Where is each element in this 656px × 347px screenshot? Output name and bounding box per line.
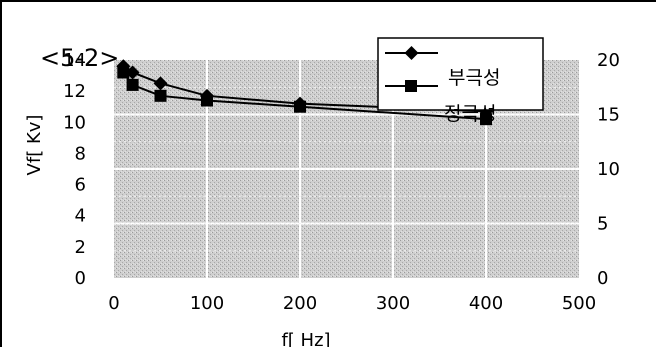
y-tick-label: 12 [63,81,86,102]
data-point-series-1 [153,76,168,91]
x-tick-label: 0 [108,293,119,314]
data-point-series-2 [126,78,139,91]
legend: 부극성 정극성 [377,37,544,125]
legend-label-series-1: 부극성 [448,67,500,89]
y2-tick-label: 0 [597,268,608,289]
grid [114,60,579,278]
x-tick-label: 400 [469,293,503,314]
chart-title: <5-2> [40,44,119,72]
data-point-series-2 [480,113,492,126]
legend-box [377,37,544,111]
y-tick-label: 8 [75,143,86,164]
data-point-series-2 [154,89,167,102]
y-axis-label: Vf[ Kv] [24,115,45,176]
x-axis-label: f[ Hz] [281,330,330,347]
data-point-series-2 [117,66,130,79]
x-tick-label: 300 [376,293,410,314]
data-point-series-2 [294,100,306,113]
y-tick-label: 2 [75,237,86,258]
x-axis-ticks: 0 100 200 300 400 500 [108,293,596,314]
x-tick-label: 100 [190,293,224,314]
x-tick-label: 500 [562,293,596,314]
legend-marker-square [405,80,417,92]
series-layer [116,59,493,126]
y2-tick-label: 5 [597,214,608,235]
y-tick-label: 4 [75,206,86,227]
y-tick-label: 0 [75,268,86,289]
y2-tick-label: 15 [597,105,620,126]
y-axis-ticks: 0 2 4 6 8 10 12 14 [63,50,86,289]
data-point-series-2 [201,94,213,107]
y-tick-label: 14 [63,50,86,71]
y-tick-label: 10 [63,112,86,133]
legend-label-series-2: 정극성 [444,103,496,125]
y2-tick-label: 20 [597,50,620,71]
x-tick-label: 200 [283,293,317,314]
y-tick-label: 6 [75,175,86,196]
legend-marker-diamond [404,46,419,60]
y2-axis-ticks: 0 5 10 15 20 [597,50,620,289]
y2-tick-label: 10 [597,159,620,180]
